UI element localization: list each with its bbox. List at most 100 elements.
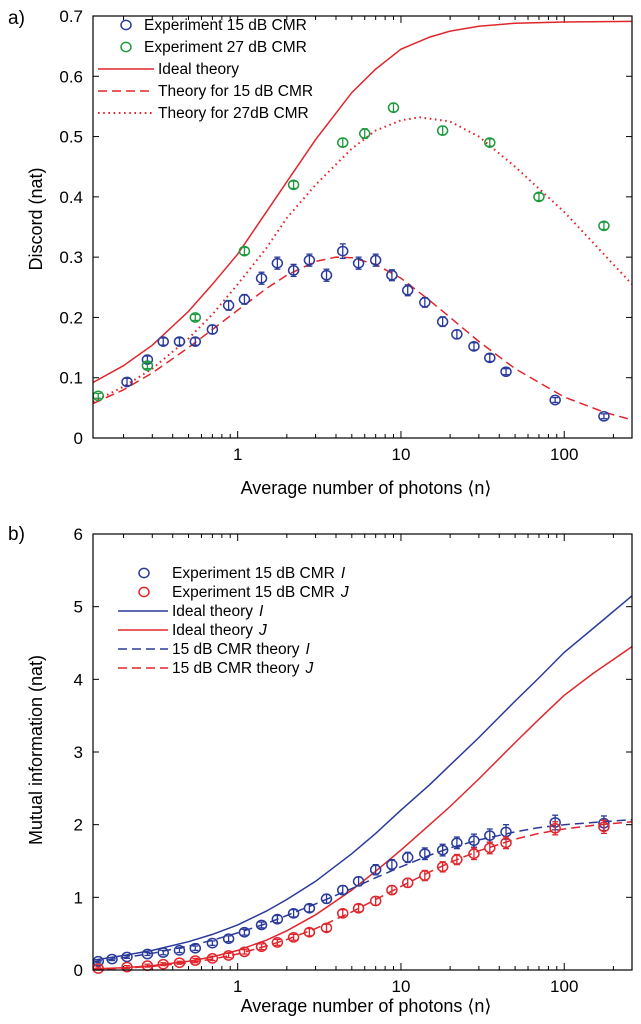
panel-a-label: a) xyxy=(8,8,25,29)
panel-b-xtick-label: 100 xyxy=(550,977,578,996)
panel-b-data-point-0 xyxy=(238,926,251,938)
panel-b-data-point-1 xyxy=(352,902,365,914)
panel-b-data-point-1 xyxy=(271,937,284,948)
panel-b-data-point-1 xyxy=(436,861,449,873)
panel-b-legend-symbol: I xyxy=(341,565,346,582)
panel-b-data-point-0 xyxy=(141,948,154,960)
panel-b-ytick-label: 4 xyxy=(74,670,83,689)
panel-b-data-point-1 xyxy=(468,848,480,860)
panel-b-ylabel: Mutual information (nat) xyxy=(26,655,46,845)
panel-b-data-point-1 xyxy=(419,870,431,881)
panel-b-data-point-0 xyxy=(419,848,431,860)
panel-b-legend-symbol: I xyxy=(259,603,264,620)
panel-a-data-point-0 xyxy=(189,336,202,347)
panel-a: a) Discord (nat) Average number of photo… xyxy=(8,7,633,498)
panel-b-legend-label: 15 dB CMR theory J xyxy=(172,660,314,677)
panel-b-data-point-0 xyxy=(436,844,449,856)
panel-a-data-point-0 xyxy=(451,328,463,340)
panel-a-data-point-1 xyxy=(336,137,349,148)
panel-a-data-point-0 xyxy=(271,257,284,269)
panel-b-data-point-0 xyxy=(401,852,414,863)
panel-a-data-point-0 xyxy=(121,376,133,388)
panel-a-data-point-0 xyxy=(222,300,235,311)
panel-b-xtick-label: 1 xyxy=(233,977,242,996)
panel-b-data-point-0 xyxy=(336,884,349,896)
panel-b-data-point-0 xyxy=(157,947,169,958)
panel-b-data-point-1 xyxy=(336,907,349,919)
panel-b-series-line-4 xyxy=(92,818,633,963)
panel-a-data-point-0 xyxy=(598,410,610,422)
panel-b-data-point-1 xyxy=(157,958,169,970)
panel-b-legend-symbol: J xyxy=(258,622,267,639)
panel-b-data-point-0 xyxy=(121,951,133,963)
panel-b-data-point-0 xyxy=(484,830,496,841)
panel-a-data-point-0 xyxy=(369,254,382,266)
panel-b-data-point-0 xyxy=(287,907,300,919)
panel-b-data-point-0 xyxy=(271,913,284,925)
panel-a-data-point-0 xyxy=(157,336,169,347)
panel-a-data-point-0 xyxy=(336,245,349,257)
panel-b-data-point-1 xyxy=(484,842,496,854)
panel-a-ytick-label: 0.7 xyxy=(59,7,83,26)
panel-a-legend-label: Ideal theory xyxy=(158,61,239,78)
panel-b-ytick-label: 1 xyxy=(74,888,83,907)
panel-a-ytick-label: 0.4 xyxy=(59,188,83,207)
panel-b-data-point-0 xyxy=(206,937,219,949)
panel-b-data-point-0 xyxy=(468,835,480,847)
panel-b-data-point-0 xyxy=(173,945,186,956)
panel-a-data-point-0 xyxy=(549,394,561,406)
panel-b-ytick-label: 6 xyxy=(74,525,83,544)
panel-a-data-point-0 xyxy=(320,269,333,281)
panel-a-plot: 0 0.1 0.2 0.3 0.4 0.5 0.6 0.7 1 10 100 xyxy=(59,7,633,464)
panel-a-data-point-1 xyxy=(387,102,400,113)
panel-a-series-line-2 xyxy=(92,20,633,384)
panel-b-data-point-0 xyxy=(320,893,333,905)
panel-b-data-point-1 xyxy=(238,946,251,958)
panel-a-legend-label: Theory for 27dB CMR xyxy=(158,105,309,122)
panel-b-data-point-1 xyxy=(206,953,219,964)
panel-b-data-point-1 xyxy=(189,955,202,966)
panel-b-label: b) xyxy=(8,524,25,545)
panel-b-legend-label: Experiment 15 dB CMR I xyxy=(172,565,346,582)
panel-a-xtick-label: 10 xyxy=(391,445,410,464)
panel-a-ytick-label: 0.3 xyxy=(59,248,83,267)
panel-b-series-line-2 xyxy=(92,595,633,961)
panel-a-data-point-0 xyxy=(468,341,480,352)
panel-b-data-point-0 xyxy=(222,933,235,945)
panel-b-data-point-1 xyxy=(500,837,512,849)
panel-b: b) Mutual information (nat) Average numb… xyxy=(8,524,633,1016)
panel-a-data-point-0 xyxy=(401,284,414,296)
panel-b-data-point-1 xyxy=(255,941,268,953)
panel-a-data-point-0 xyxy=(352,257,365,269)
panel-b-data-point-1 xyxy=(451,854,463,865)
panel-a-data-point-1 xyxy=(533,191,545,203)
panel-b-legend-symbol: I xyxy=(306,641,311,658)
panel-a-ytick-label: 0 xyxy=(74,429,83,448)
panel-a-series-line-3 xyxy=(92,256,633,421)
panel-b-data-point-1 xyxy=(173,957,186,969)
panel-a-legend-label: Experiment 15 dB CMR xyxy=(144,17,307,34)
panel-b-data-point-1 xyxy=(287,931,300,943)
panel-a-ylabel: Discord (nat) xyxy=(26,167,46,270)
panel-b-series-line-3 xyxy=(92,645,633,970)
panel-b-legend-label: Ideal theory I xyxy=(172,603,264,620)
panel-a-data-point-1 xyxy=(358,128,371,139)
panel-b-data-point-1 xyxy=(386,884,398,896)
panel-b-data-point-1 xyxy=(369,895,382,907)
panel-b-data-point-1 xyxy=(598,821,610,833)
panel-a-ytick-label: 0.2 xyxy=(59,308,83,327)
panel-b-ytick-label: 2 xyxy=(74,816,83,835)
panel-b-data-point-1 xyxy=(401,877,414,889)
panel-a-ytick-label: 0.5 xyxy=(59,128,83,147)
panel-b-data-point-0 xyxy=(451,837,463,849)
panel-a-xtick-label: 100 xyxy=(550,445,578,464)
panel-b-legend-label: Experiment 15 dB CMR J xyxy=(172,584,349,601)
panel-b-data-point-0 xyxy=(255,919,268,931)
panel-b-frame xyxy=(92,533,633,971)
panel-a-data-point-1 xyxy=(141,360,154,372)
panel-b-legend-label: Ideal theory J xyxy=(172,622,267,639)
panel-a-data-point-1 xyxy=(484,137,496,148)
panel-b-data-point-1 xyxy=(320,922,333,934)
panel-a-xtick-label: 1 xyxy=(233,445,242,464)
